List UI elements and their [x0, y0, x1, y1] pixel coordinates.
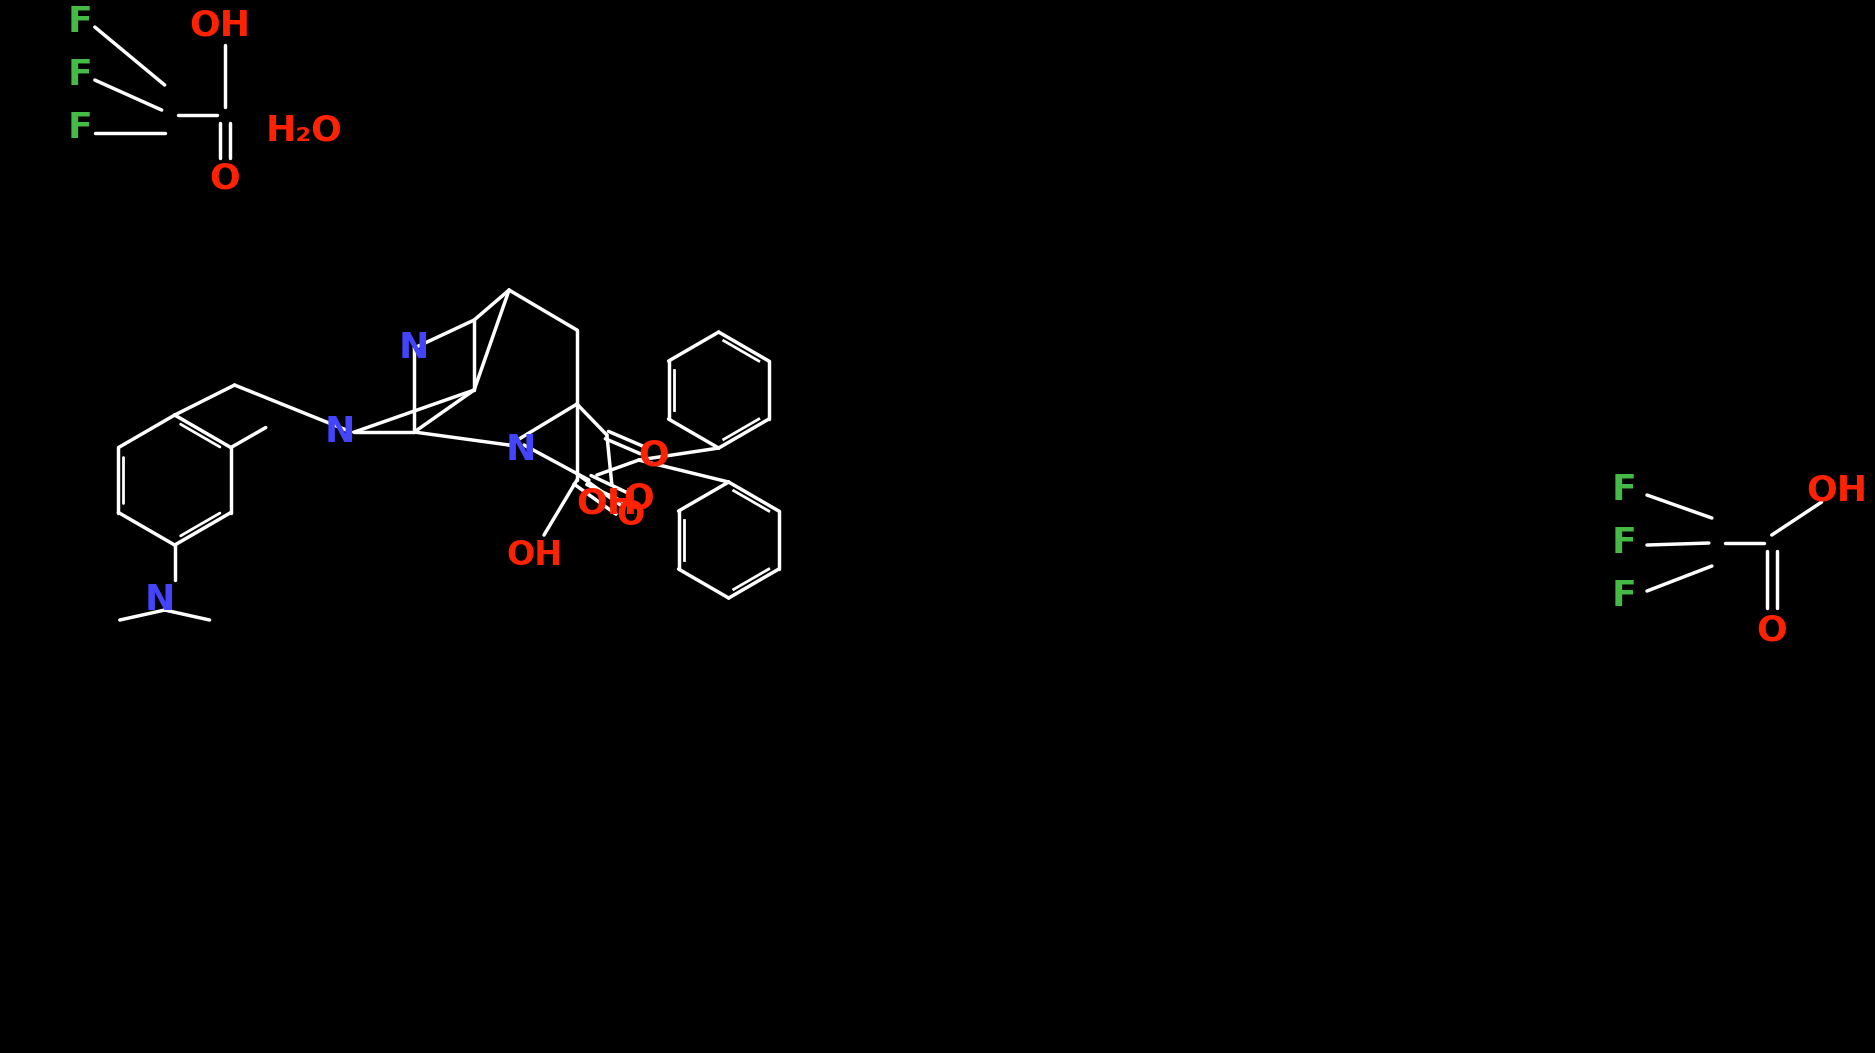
Text: H₂O: H₂O	[266, 113, 343, 147]
Text: F: F	[1612, 526, 1637, 560]
Text: OH: OH	[506, 538, 562, 572]
Text: F: F	[68, 58, 92, 92]
Text: OH: OH	[1806, 473, 1868, 508]
Text: O: O	[638, 438, 669, 472]
Text: N: N	[324, 415, 354, 449]
Text: OH: OH	[576, 486, 638, 520]
Text: F: F	[1612, 579, 1637, 613]
Text: N: N	[506, 433, 536, 468]
Text: N: N	[144, 583, 174, 617]
Text: F: F	[68, 111, 92, 145]
Text: N: N	[399, 331, 429, 365]
Text: F: F	[68, 5, 92, 39]
Text: O: O	[624, 481, 654, 515]
Text: OH: OH	[189, 8, 249, 42]
Text: F: F	[1612, 473, 1637, 508]
Text: O: O	[617, 498, 645, 532]
Text: O: O	[1757, 613, 1787, 647]
Text: O: O	[210, 161, 240, 195]
